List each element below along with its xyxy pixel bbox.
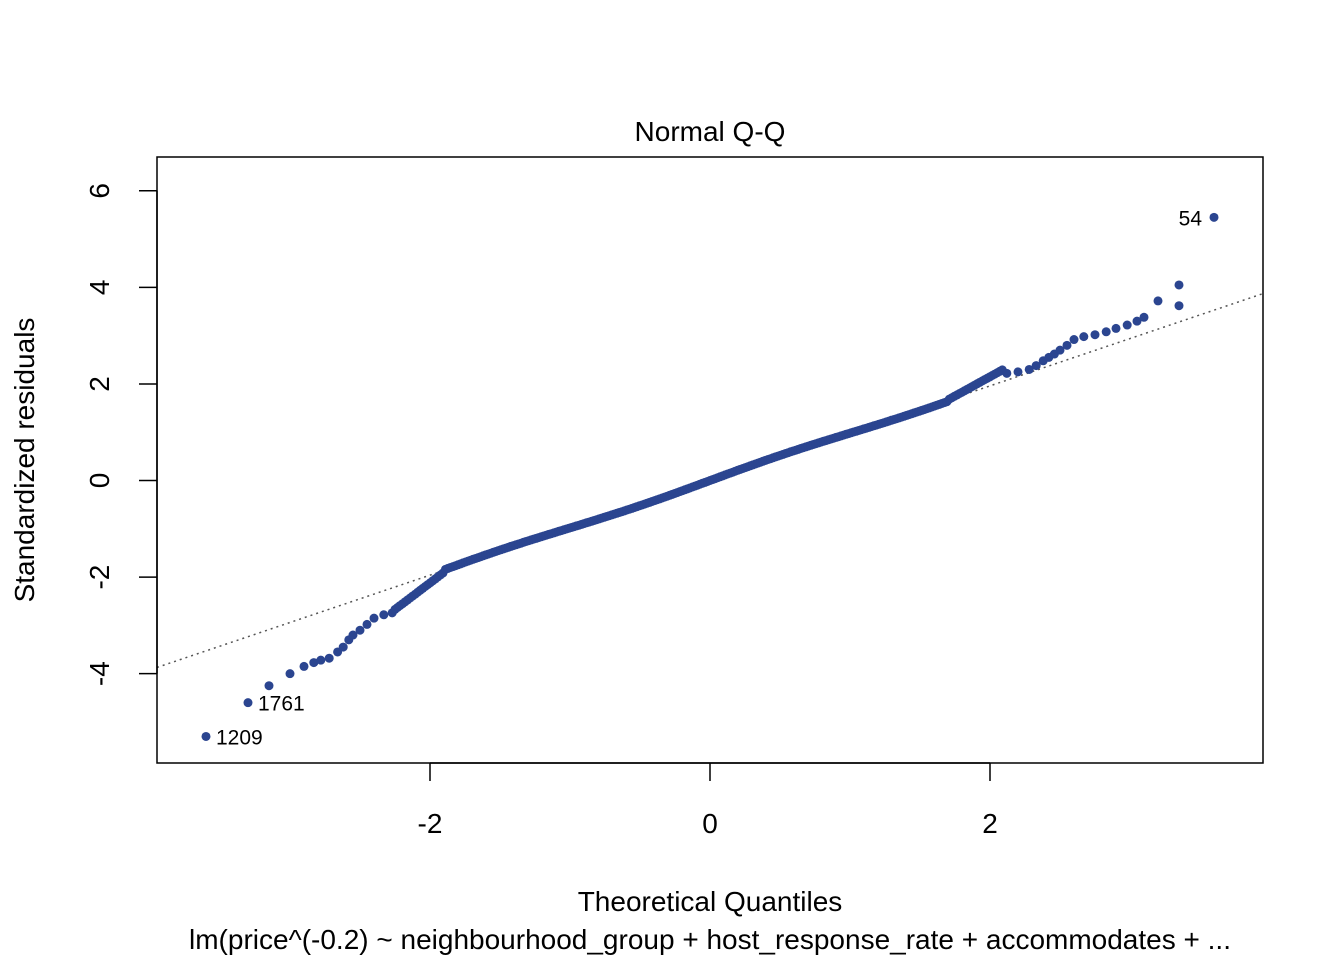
qq-point: [1122, 320, 1132, 330]
qq-point: [243, 698, 253, 708]
qq-point: [1055, 345, 1065, 355]
outlier-label: 54: [1179, 207, 1203, 230]
y-tick-label: -2: [84, 565, 115, 590]
qq-point: [1079, 332, 1089, 342]
points-band: [201, 212, 1219, 741]
x-axis-label: Theoretical Quantiles: [578, 886, 843, 917]
qq-point: [1024, 364, 1034, 374]
y-axis-label: Standardized residuals: [9, 318, 40, 603]
qq-point: [1132, 316, 1142, 326]
qq-point: [362, 619, 372, 629]
y-tick-label: 2: [84, 376, 115, 392]
outlier-label: 1761: [258, 693, 305, 716]
y-tick-label: 0: [84, 473, 115, 489]
qq-point: [1013, 367, 1023, 377]
y-tick-label: 6: [84, 183, 115, 199]
qq-point: [201, 731, 211, 741]
qq-point: [299, 661, 309, 671]
y-tick-label: -4: [84, 661, 115, 686]
qq-point: [338, 642, 348, 652]
plot-area: 54 1761 1209: [157, 207, 1263, 749]
qq-point: [1209, 212, 1219, 222]
plot-frame: [156, 156, 1264, 764]
qq-point: [1090, 330, 1100, 340]
qq-point: [1139, 312, 1149, 322]
qq-point: [1153, 296, 1163, 306]
model-formula-subtitle: lm(price^(-0.2) ~ neighbourhood_group + …: [189, 924, 1231, 955]
qq-point: [1062, 340, 1072, 350]
outlier-label: 1209: [216, 726, 263, 749]
x-tick-label: 2: [982, 808, 998, 839]
qq-point: [1031, 361, 1041, 371]
chart-title: Normal Q-Q: [635, 116, 786, 147]
qq-point: [1174, 301, 1184, 311]
qq-point: [324, 653, 334, 663]
qq-point: [379, 610, 389, 620]
qq-point: [1069, 335, 1079, 345]
qq-point: [1111, 323, 1121, 333]
qq-point: [348, 630, 358, 640]
qq-point: [264, 681, 274, 691]
qq-point: [355, 625, 365, 635]
qq-point: [1174, 280, 1184, 290]
y-tick-label: 4: [84, 280, 115, 296]
x-tick-label: -2: [418, 808, 443, 839]
qq-point: [369, 613, 379, 623]
qq-point: [1101, 327, 1111, 337]
x-axis: -2 0 2: [418, 762, 998, 839]
qq-point: [316, 655, 326, 665]
qq-point: [387, 608, 397, 618]
qq-point: [309, 658, 319, 668]
qq-point: [285, 669, 295, 679]
y-axis: -4 -2 0 2 4 6: [84, 183, 158, 686]
qq-point: [1002, 368, 1012, 378]
x-tick-label: 0: [702, 808, 718, 839]
